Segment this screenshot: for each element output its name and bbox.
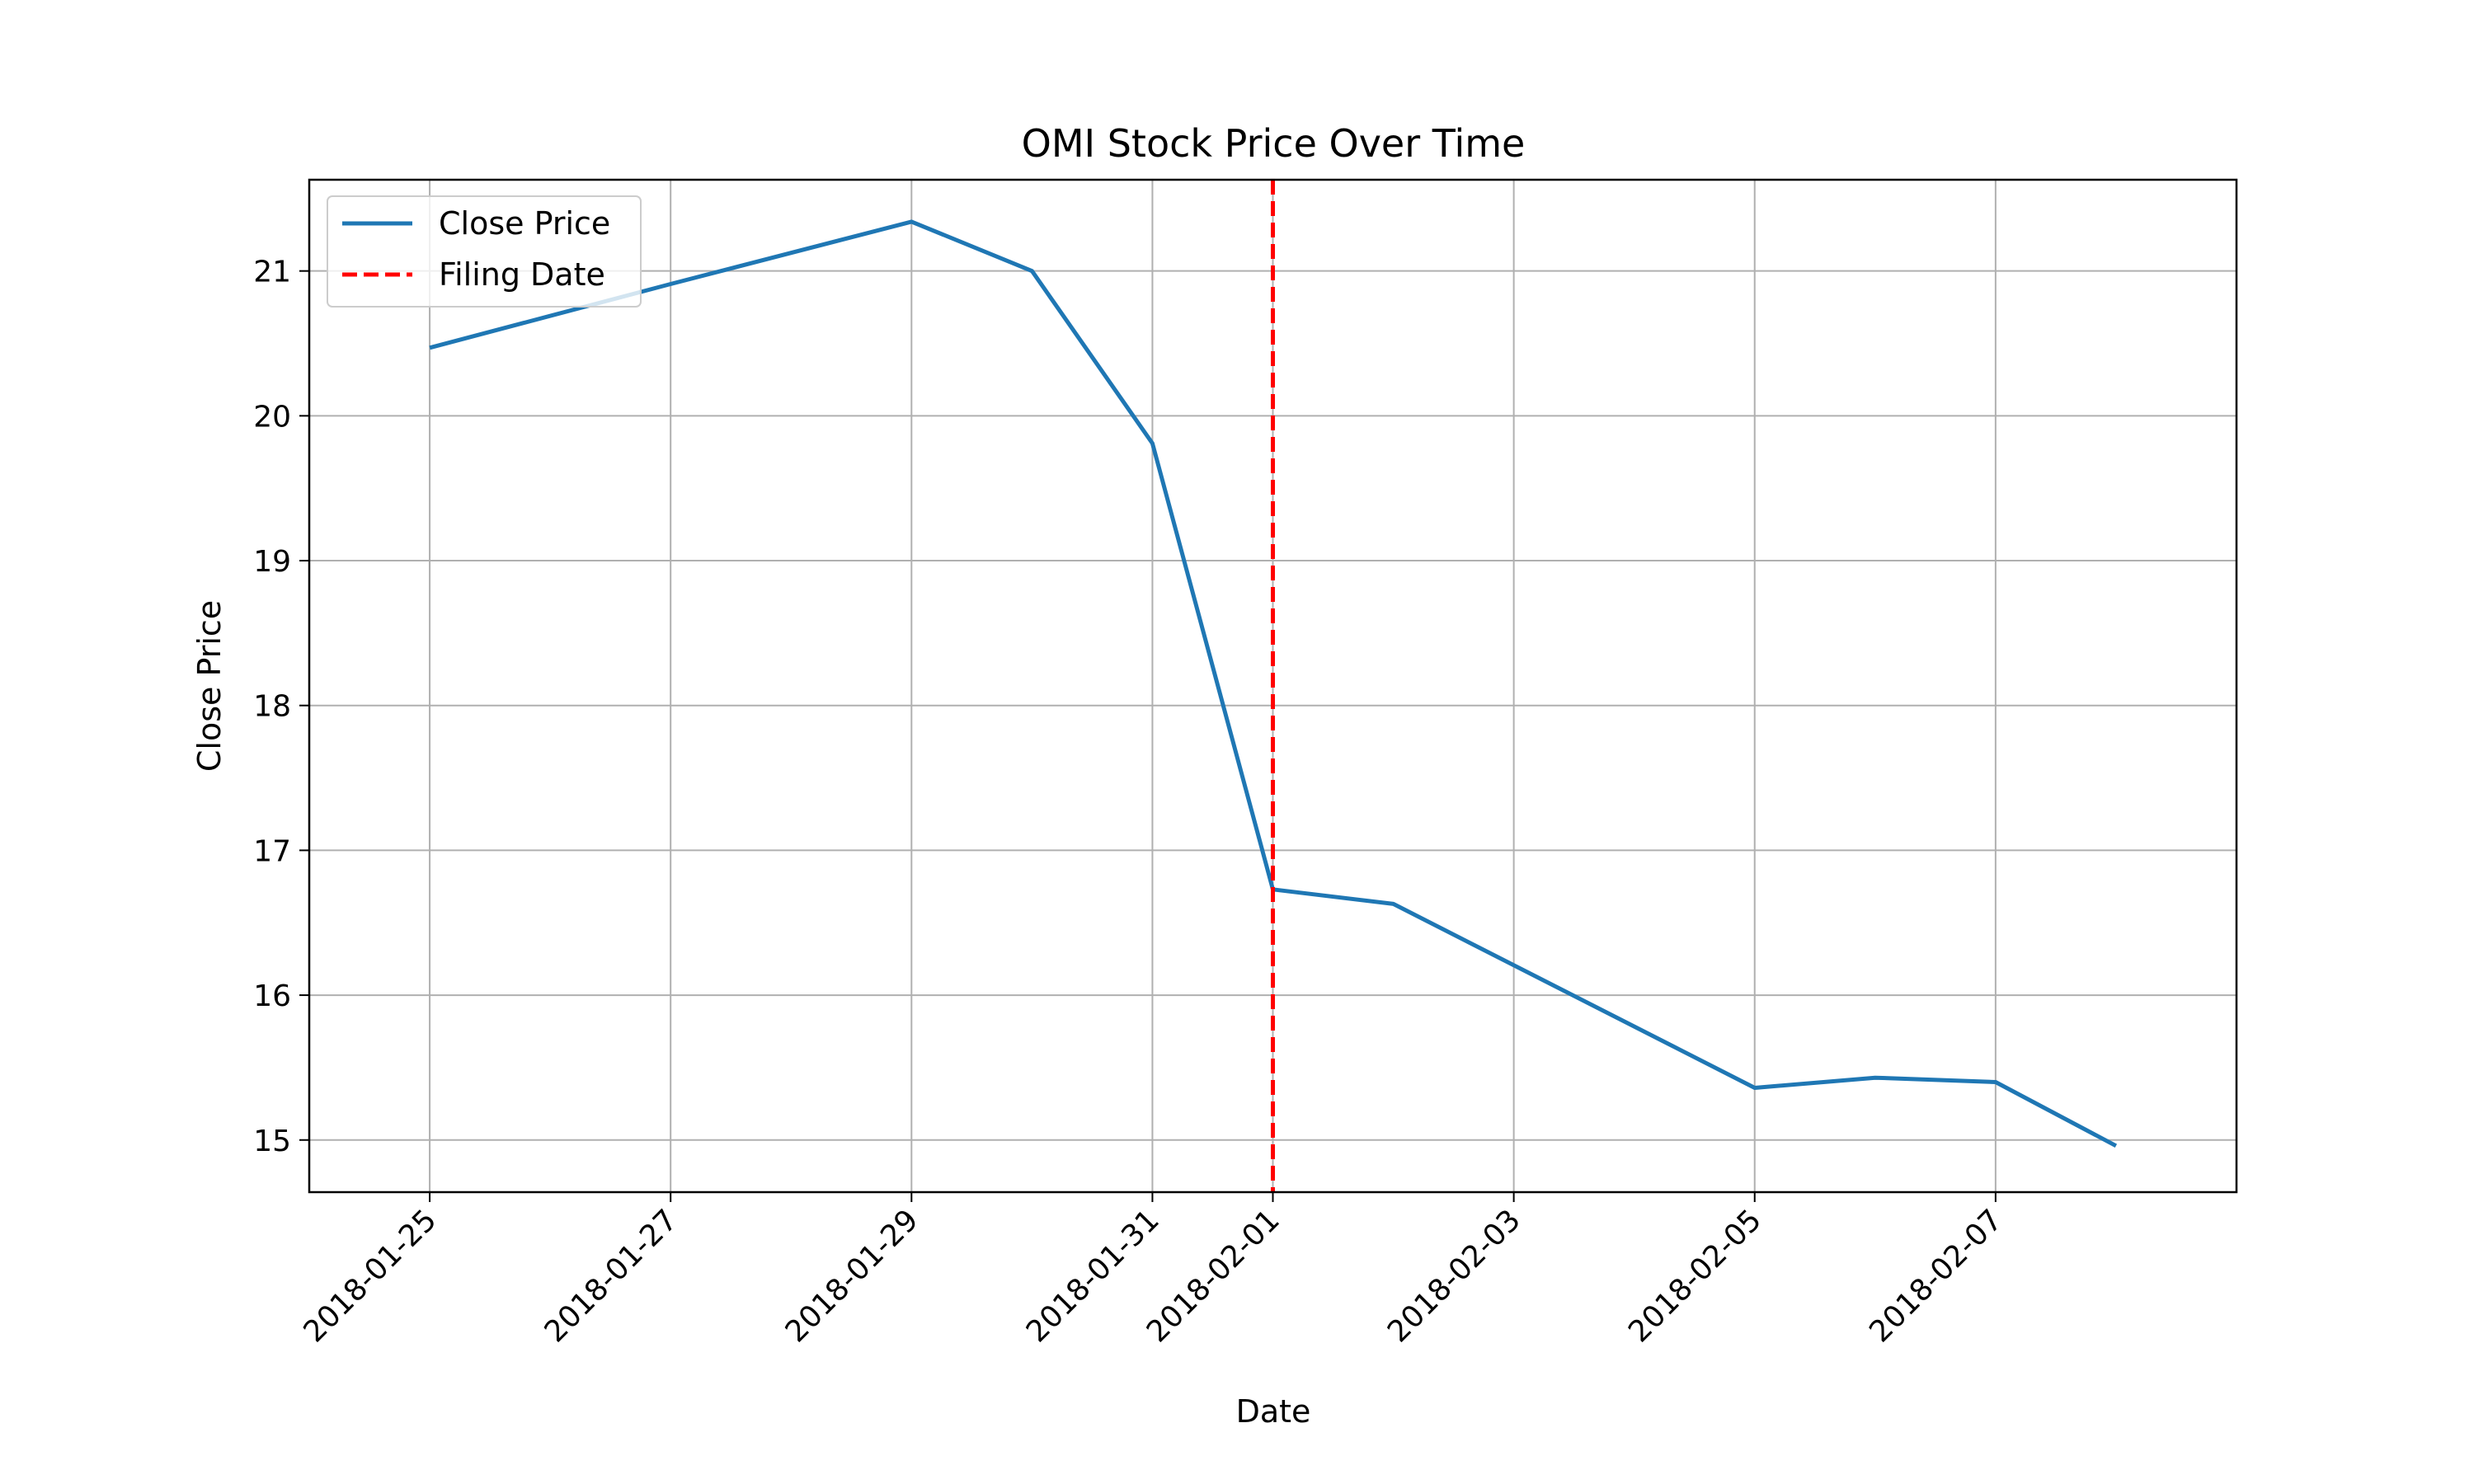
x-axis-label: Date — [1236, 1393, 1311, 1430]
y-tick-label: 20 — [253, 400, 291, 434]
y-tick-label: 17 — [253, 834, 291, 868]
y-axis-label: Close Price — [191, 600, 228, 772]
y-tick-label: 18 — [253, 690, 291, 724]
legend-filing-date-label: Filing Date — [439, 256, 605, 293]
legend-close-price-label: Close Price — [439, 205, 610, 242]
plot-series — [429, 180, 2118, 1192]
y-tick-label: 19 — [253, 545, 291, 579]
legend: Close Price Filing Date — [327, 195, 642, 308]
chart-title: OMI Stock Price Over Time — [1022, 121, 1526, 166]
y-tick-label: 16 — [253, 979, 291, 1013]
y-tick-label: 21 — [253, 256, 291, 289]
y-tick-label: 15 — [253, 1125, 291, 1158]
